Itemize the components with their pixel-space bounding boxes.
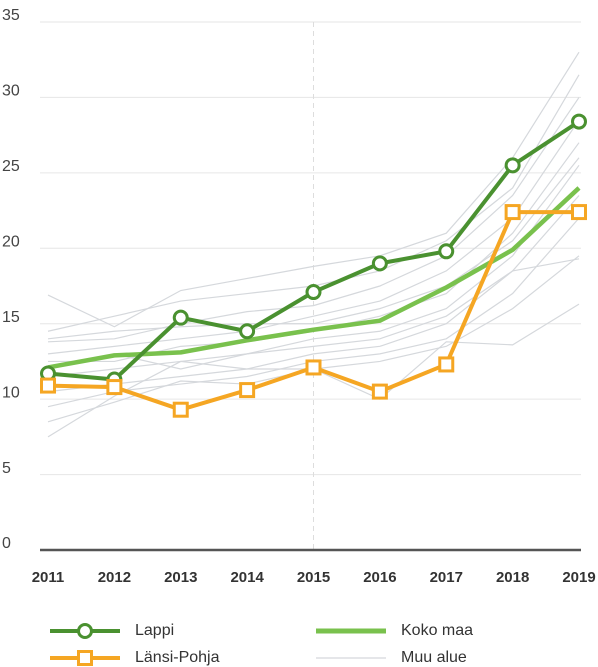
x-tick-label: 2016 (363, 569, 396, 586)
background-line (47, 157, 580, 340)
point (172, 309, 189, 326)
point (305, 359, 322, 376)
background-line (47, 164, 580, 378)
background-line (47, 195, 580, 393)
point (438, 356, 455, 373)
legend-marker (77, 623, 93, 639)
y-tick-label: 30 (2, 83, 20, 100)
x-tick-label: 2013 (164, 569, 197, 586)
point (172, 401, 189, 418)
y-tick-label: 35 (2, 7, 20, 24)
point (371, 255, 388, 272)
point (504, 157, 521, 174)
point (305, 284, 322, 301)
y-tick-label: 5 (2, 460, 11, 477)
y-tick-label: 15 (2, 309, 20, 326)
x-tick-label: 2015 (297, 569, 330, 586)
x-tick-label: 2019 (562, 569, 595, 586)
x-tick-label: 2014 (230, 569, 264, 586)
x-tick-label: 2017 (430, 569, 463, 586)
point (571, 204, 587, 221)
legend-marker (77, 650, 93, 666)
legend-label: Koko maa (401, 622, 473, 639)
x-tick-label: 2011 (32, 569, 65, 586)
y-tick-label: 25 (2, 158, 20, 175)
point (438, 243, 455, 260)
legend-label: Länsi-Pohja (135, 649, 220, 666)
point (239, 382, 256, 399)
point (504, 204, 521, 221)
background-line (47, 51, 580, 328)
legend-label: Muu alue (401, 649, 467, 666)
point (106, 379, 123, 396)
x-tick-label: 2012 (98, 569, 131, 586)
y-tick-label: 20 (2, 234, 20, 251)
x-tick-label: 2018 (496, 569, 529, 586)
point (40, 377, 56, 394)
legend-label: Lappi (135, 622, 174, 639)
point (239, 323, 256, 340)
point (371, 383, 388, 400)
point (571, 113, 587, 130)
y-tick-label: 0 (2, 535, 11, 552)
background-line (47, 119, 580, 355)
y-tick-label: 10 (2, 384, 20, 401)
background-line (47, 97, 580, 343)
